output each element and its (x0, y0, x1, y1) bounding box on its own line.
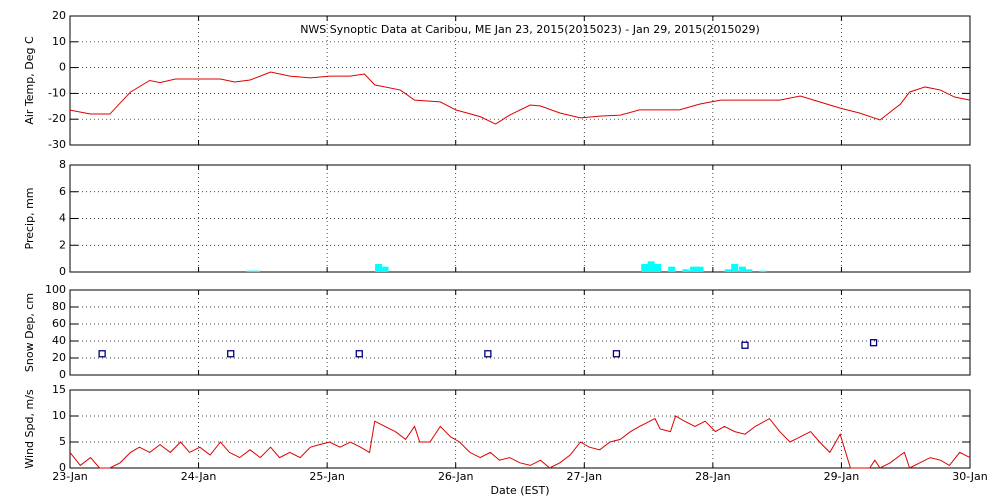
y-tick-label: -20 (48, 112, 66, 125)
y-tick-label: 2 (59, 238, 66, 251)
y-tick-label: -30 (48, 138, 66, 151)
y-tick-label: 40 (52, 334, 66, 347)
x-tick-label: 25-Jan (309, 470, 345, 483)
y-tick-label: 100 (45, 283, 66, 296)
y-tick-label: 60 (52, 317, 66, 330)
y-tick-label: 6 (59, 185, 66, 198)
bar (759, 270, 767, 272)
bar (375, 263, 383, 272)
x-axis-label: Date (EST) (490, 484, 549, 497)
y-tick-label: 0 (59, 61, 66, 74)
y-tick-label: -10 (48, 86, 66, 99)
plot-frame (69, 389, 971, 469)
y-axis-label: Snow Dep, cm (23, 293, 36, 372)
y-tick-label: 4 (59, 212, 66, 225)
x-tick-label: 23-Jan (52, 470, 88, 483)
bar (252, 270, 260, 272)
bar (682, 269, 690, 272)
bar (738, 266, 746, 272)
y-tick-label: 15 (52, 383, 66, 396)
bar (696, 266, 704, 272)
y-tick-label: 0 (59, 265, 66, 278)
x-tick-label: 30-Jan (952, 470, 988, 483)
point (741, 341, 749, 349)
point (227, 350, 235, 358)
point (869, 339, 878, 347)
point (484, 350, 492, 358)
bar (641, 263, 649, 272)
x-tick-label: 28-Jan (695, 470, 731, 483)
bar (731, 263, 739, 272)
y-tick-label: 8 (59, 158, 66, 171)
bar (381, 266, 389, 272)
y-tick-label: 5 (59, 435, 66, 448)
y-tick-label: 20 (52, 351, 66, 364)
bar (246, 270, 254, 272)
bar (724, 269, 732, 272)
x-tick-label: 29-Jan (824, 470, 860, 483)
bar (668, 266, 676, 272)
point (355, 350, 363, 358)
plot-frame (69, 164, 971, 273)
y-axis-label: Air Temp, Deg C (23, 36, 36, 125)
bar (745, 269, 753, 272)
bar (647, 261, 655, 272)
x-tick-label: 24-Jan (181, 470, 217, 483)
y-axis-label: Wind Spd, m/s (23, 389, 36, 469)
y-tick-label: 10 (52, 409, 66, 422)
point (612, 350, 621, 358)
bar (690, 266, 698, 272)
chart-title: NWS Synoptic Data at Caribou, ME Jan 23,… (300, 23, 760, 36)
plot-frame (69, 15, 971, 146)
plot-frame (69, 289, 971, 376)
data-line (69, 415, 971, 469)
point (98, 350, 106, 358)
y-axis-label: Precip, mm (23, 188, 36, 250)
data-line (69, 71, 971, 125)
y-tick-label: 80 (52, 300, 66, 313)
y-tick-label: 10 (52, 35, 66, 48)
y-tick-label: 20 (52, 9, 66, 22)
x-tick-label: 27-Jan (567, 470, 603, 483)
y-tick-label: 0 (59, 461, 66, 474)
y-tick-label: 0 (59, 368, 66, 381)
bar (654, 263, 662, 272)
x-tick-label: 26-Jan (438, 470, 474, 483)
